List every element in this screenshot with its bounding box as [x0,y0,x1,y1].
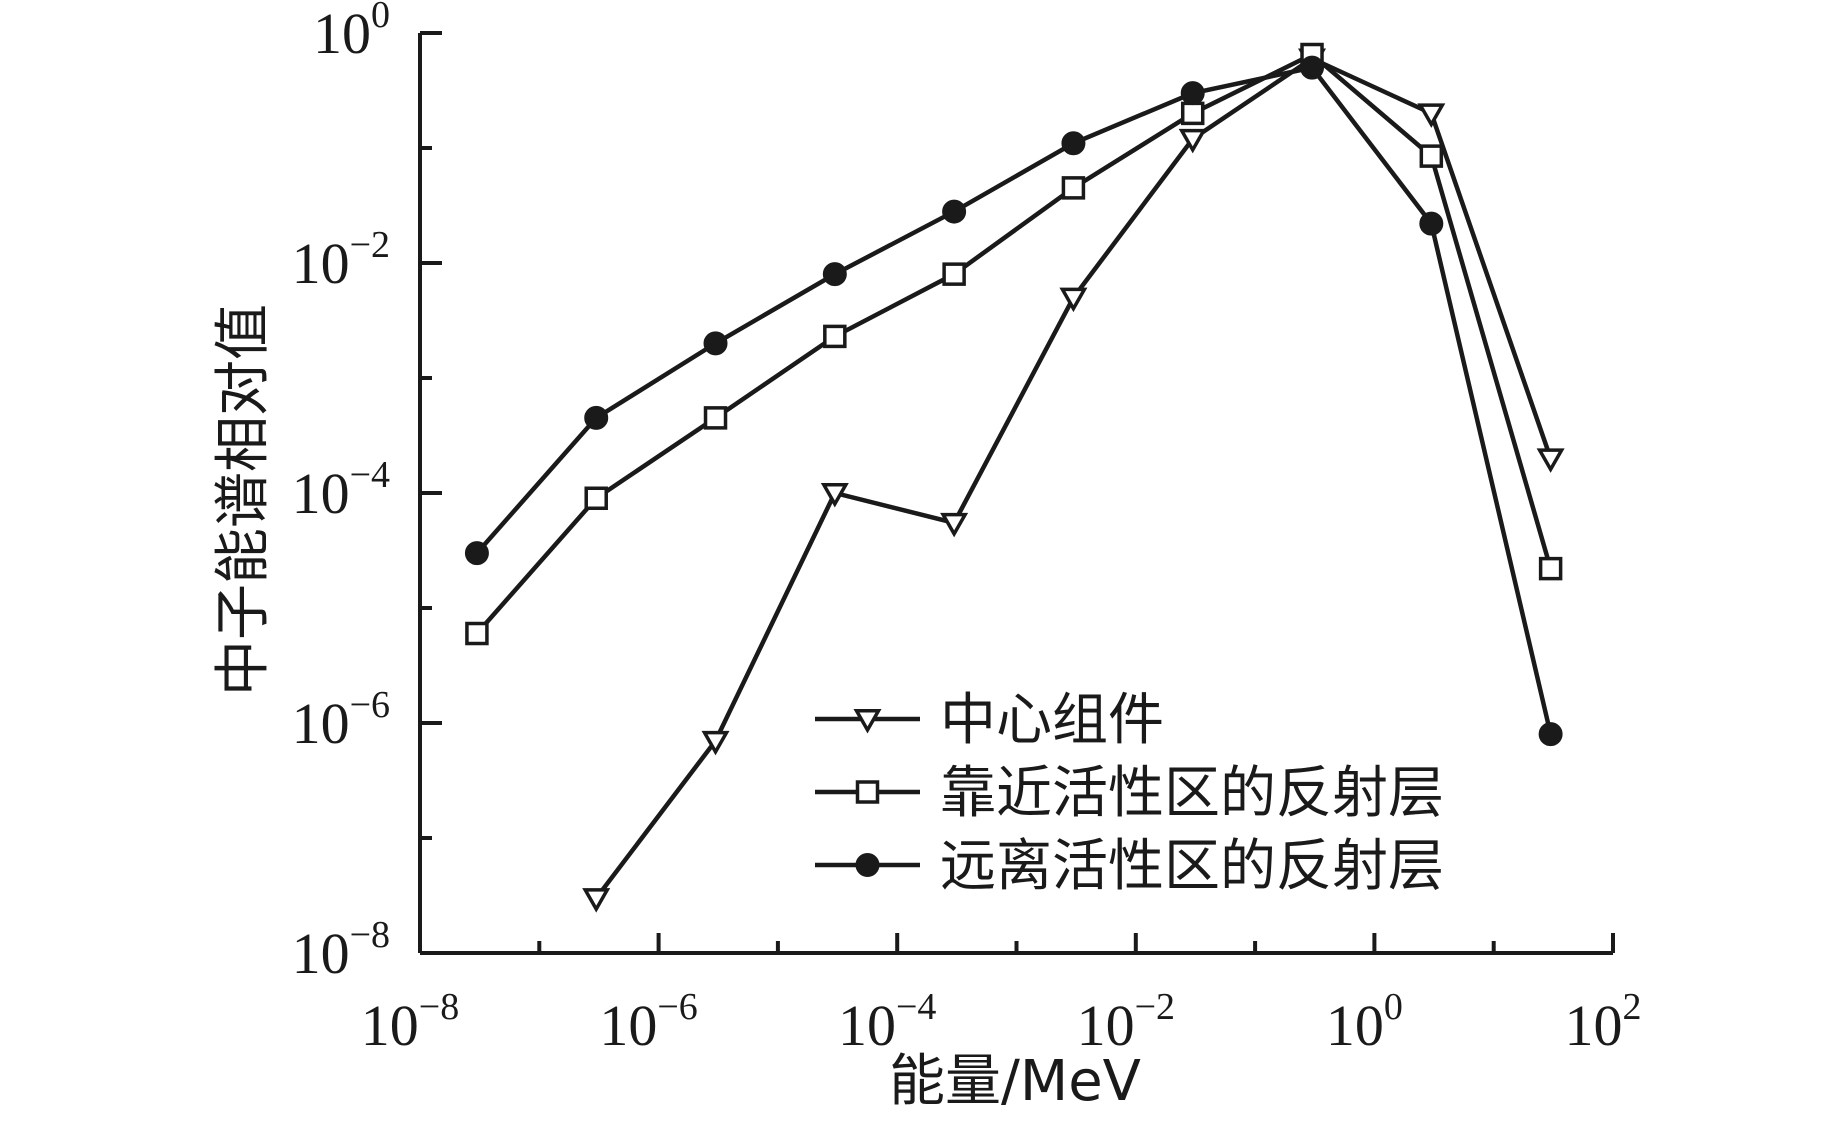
square-marker [855,780,880,804]
square-marker [465,621,489,646]
square-marker [823,324,847,349]
circle-marker [584,405,609,430]
series-layer [464,42,1565,913]
circle-marker [1300,55,1325,80]
axes: 10−8 10−6 10−4 10−2 100 102 100 10−2 10−4 10−6 10−… [292,0,1642,1058]
legend-item-0: 中心组件 [815,688,1164,753]
triangle-down-marker [701,730,730,756]
triangle-down-marker [1417,103,1446,128]
circle-marker [1538,722,1563,747]
triangle-down-marker [853,709,882,734]
triangle-down-marker [1536,448,1565,473]
triangle-down-marker [1178,128,1207,154]
y-tick-label: 10−8 [292,914,390,986]
x-axis-title: 能量/MeV [889,1049,1141,1114]
series-0 [582,48,1565,913]
x-tick-label: 10−6 [599,986,697,1058]
circle-marker [942,199,967,224]
y-tick-label: 100 [313,0,390,66]
triangle-down-marker [1059,287,1088,313]
y-tick-label: 10−6 [292,684,390,756]
circle-marker [1180,81,1205,106]
series-1 [465,42,1563,646]
legend-label: 远离活性区的反射层 [940,834,1444,899]
x-tick-label: 102 [1565,986,1642,1058]
x-tick-label: 10−2 [1077,986,1175,1058]
triangle-down-marker [820,483,849,508]
x-tick-label: 10−8 [361,986,459,1058]
circle-marker [703,331,728,356]
legend-label: 靠近活性区的反射层 [940,761,1444,826]
square-marker [942,262,966,286]
circle-marker [822,262,847,287]
circle-marker [855,853,880,877]
circle-marker [1419,211,1444,236]
circle-marker [464,541,489,566]
legend-item-1: 靠近活性区的反射层 [815,761,1444,826]
square-marker [1419,144,1444,168]
square-marker [1180,101,1205,126]
y-tick-label: 10−2 [292,224,390,296]
legend-item-2: 远离活性区的反射层 [815,834,1444,899]
x-tick-label: 10−4 [838,986,936,1058]
series-line [475,51,1553,636]
square-marker [584,486,608,511]
square-marker [1538,556,1563,581]
square-marker [703,406,728,430]
square-marker [1061,176,1086,200]
series-2 [464,55,1563,747]
x-tick-label: 100 [1326,986,1403,1058]
legend-label: 中心组件 [940,688,1164,753]
y-axis-title: 中子能谱相对值 [211,304,276,696]
y-tick-label: 10−4 [292,454,390,526]
series-line [475,65,1553,735]
circle-marker [1061,131,1086,156]
triangle-down-marker [582,888,611,913]
triangle-down-marker [940,512,969,538]
